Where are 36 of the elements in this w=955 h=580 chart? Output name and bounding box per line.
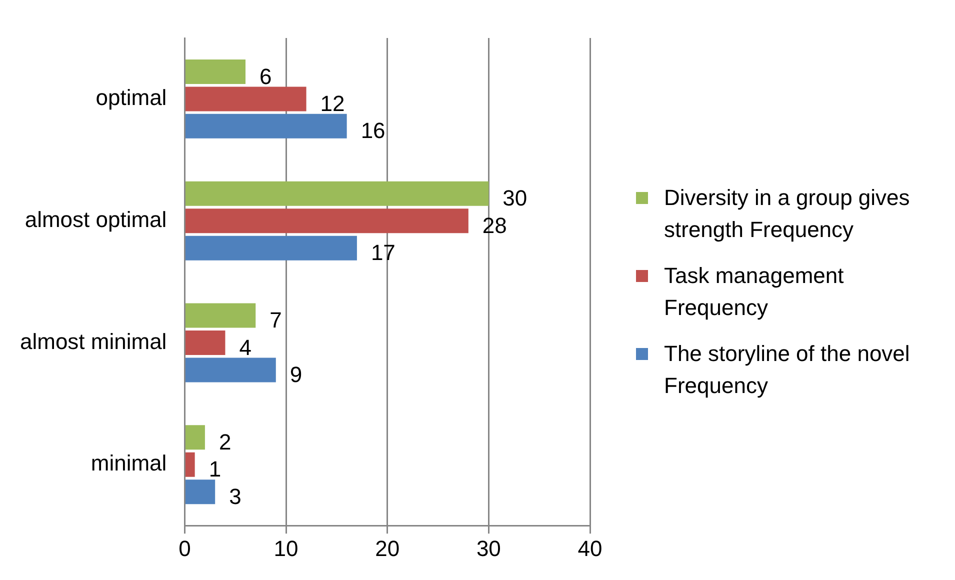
bar xyxy=(185,236,357,260)
y-tick-label: almost optimal xyxy=(24,206,167,232)
bar xyxy=(185,59,246,84)
bar xyxy=(185,330,226,355)
bar xyxy=(185,303,256,328)
bar xyxy=(185,480,216,504)
y-tick-label: optimal xyxy=(96,85,167,110)
x-tick-label: 30 xyxy=(476,536,501,561)
bar xyxy=(185,358,276,382)
legend-label: Task management Frequency xyxy=(664,262,845,322)
data-label: 17 xyxy=(370,240,396,266)
bar xyxy=(185,208,468,234)
data-label: 28 xyxy=(482,212,507,238)
data-label: 7 xyxy=(270,308,282,333)
y-tick-label: almost minimal xyxy=(20,328,167,354)
data-label: 16 xyxy=(360,118,386,144)
bar xyxy=(185,425,205,450)
bar xyxy=(185,181,489,206)
x-tick-label: 40 xyxy=(578,536,602,561)
bar xyxy=(185,114,347,138)
data-label: 30 xyxy=(502,186,528,211)
x-tick-label: 0 xyxy=(178,536,191,561)
data-label: 2 xyxy=(218,429,232,454)
x-tick-label: 20 xyxy=(375,536,400,561)
x-tick-label: 10 xyxy=(274,536,298,561)
data-label: 12 xyxy=(320,91,345,116)
bar xyxy=(185,452,195,477)
data-label: 9 xyxy=(290,362,302,388)
y-tick-label: minimal xyxy=(90,450,167,476)
legend-label: The storyline of the novel Frequency xyxy=(664,340,911,400)
legend-label: Diversity in a group gives strength Frequency xyxy=(664,184,911,244)
data-label: 4 xyxy=(239,334,252,360)
data-label: 3 xyxy=(229,484,242,509)
data-label: 1 xyxy=(208,456,222,482)
data-label: 6 xyxy=(259,64,272,89)
bar xyxy=(185,86,306,112)
